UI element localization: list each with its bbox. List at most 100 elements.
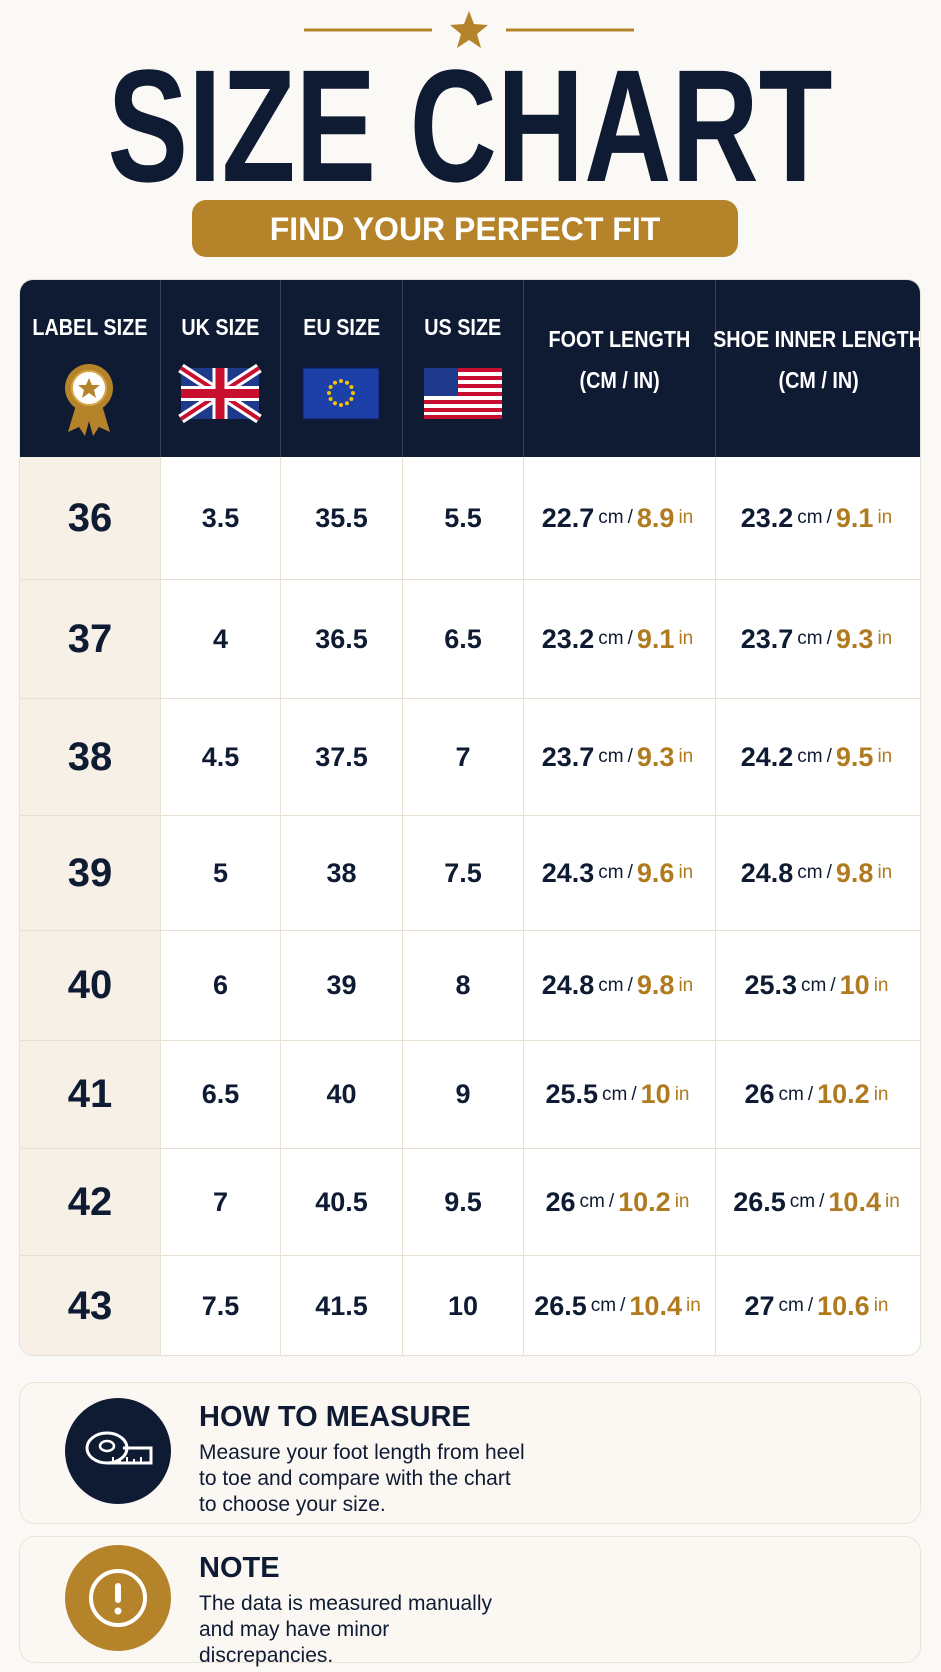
size-value: 7.5 [201, 1290, 240, 1321]
in-unit: in [873, 1083, 889, 1105]
table-cell: 7.5 [403, 816, 524, 931]
cm-unit: cm [801, 974, 827, 996]
separator: / [826, 507, 832, 528]
in-value: 10.2 [618, 1186, 671, 1217]
size-value: 6.5 [444, 623, 482, 654]
cm-unit: cm [598, 628, 624, 649]
separator: / [826, 746, 832, 767]
subtitle: FIND YOUR PERFECT FIT [270, 211, 661, 247]
size-value: 4 [212, 623, 229, 654]
size-value: 7 [455, 741, 471, 772]
table-cell: 40 [20, 931, 161, 1041]
table-cell: 6.5 [161, 1041, 281, 1149]
in-value: 10.2 [817, 1079, 870, 1109]
separator: / [819, 1191, 825, 1212]
in-value: 8.9 [636, 502, 675, 533]
separator: / [627, 746, 633, 767]
in-value: 9.1 [636, 623, 675, 654]
note-content: NOTE The data is measured manually and m… [199, 1552, 529, 1669]
size-value: 4.5 [201, 741, 240, 772]
table-cell: 39 [20, 816, 161, 931]
size-value: 36.5 [315, 623, 368, 654]
size-value: 35.5 [315, 502, 368, 533]
cm-value: 26 [744, 1079, 775, 1109]
table-cell: 4 [161, 580, 281, 699]
header-cell: US SIZE [403, 280, 524, 457]
label-size: 39 [67, 850, 113, 895]
cm-unit: cm [797, 507, 823, 528]
cm-value: 23.2 [541, 623, 595, 654]
table-cell: 23.7 cm/9.3 in [524, 699, 716, 816]
table-cell: 6.5 [403, 580, 524, 699]
table-cell: 24.8 cm/9.8 in [716, 816, 920, 931]
size-value: 3.5 [201, 502, 240, 533]
label-size: 36 [67, 495, 113, 540]
in-value: 9.5 [835, 741, 874, 772]
cm-value: 23.2 [740, 502, 794, 533]
header-graphic: SIZE CHART FIND YOUR PERFECT FIT [108, 11, 833, 257]
separator: / [807, 1295, 814, 1316]
table-cell: 27 cm/10.6 in [716, 1256, 920, 1355]
cm-value: 27 [744, 1290, 775, 1321]
column-title: FOOT LENGTH [548, 326, 691, 352]
table-cell: 8 [403, 931, 524, 1041]
table-cell: 37.5 [281, 699, 403, 816]
size-value: 6.5 [201, 1079, 240, 1109]
size-value: 8 [455, 970, 471, 1000]
table-cell: 40.5 [281, 1149, 403, 1256]
cm-unit: cm [778, 1083, 804, 1105]
table-cell: 25.3 cm/10 in [716, 931, 920, 1041]
label-size: 41 [67, 1072, 113, 1116]
table-cell: 9.5 [403, 1149, 524, 1256]
size-value: 7 [212, 1186, 229, 1217]
cm-value: 22.7 [541, 502, 595, 533]
in-value: 10 [640, 1079, 671, 1109]
in-unit: in [877, 628, 893, 649]
in-unit: in [884, 1191, 900, 1212]
cm-unit: cm [579, 1191, 605, 1212]
header-cell: LABEL SIZE [20, 280, 161, 457]
header-cell: FOOT LENGTH (CM / IN) [524, 280, 716, 457]
column-title: US SIZE [424, 314, 502, 340]
table-cell: 24.2 cm/9.5 in [716, 699, 920, 816]
cm-value: 26 [545, 1186, 576, 1217]
header-cell: EU SIZE [281, 280, 403, 457]
cm-unit: cm [598, 862, 624, 883]
table-cell: 26 cm/10.2 in [716, 1041, 920, 1149]
separator: / [627, 862, 633, 883]
in-unit: in [877, 862, 893, 883]
size-table: LABEL SIZE UK SIZE EU SIZE US SIZE FOOT LENG… [19, 279, 921, 1356]
separator: / [627, 507, 633, 528]
label-size: 42 [67, 1179, 113, 1224]
table-cell: 25.5 cm/10 in [524, 1041, 716, 1149]
table-cell: 26 cm/10.2 in [524, 1149, 716, 1256]
table-cell: 3.5 [161, 457, 281, 580]
label-size: 38 [67, 734, 113, 779]
in-unit: in [674, 1083, 690, 1105]
cm-unit: cm [598, 974, 624, 996]
cm-unit: cm [797, 628, 823, 649]
measure-box: HOW TO MEASURE Measure your foot length … [19, 1382, 921, 1524]
cm-value: 24.2 [740, 741, 794, 772]
size-value: 9.5 [444, 1186, 482, 1217]
column-title: EU SIZE [303, 314, 380, 340]
table-cell: 35.5 [281, 457, 403, 580]
in-value: 9.6 [636, 857, 675, 888]
table-cell: 41 [20, 1041, 161, 1149]
table-cell: 5.5 [403, 457, 524, 580]
table-cell: 36.5 [281, 580, 403, 699]
table-cell: 7 [403, 699, 524, 816]
in-value: 10 [839, 970, 870, 1000]
separator: / [830, 974, 836, 996]
table-cell: 26.5 cm/10.4 in [716, 1149, 920, 1256]
size-value: 40 [326, 1079, 357, 1109]
warning-icon [65, 1545, 171, 1651]
size-value: 10 [447, 1290, 479, 1321]
label-size: 43 [67, 1283, 113, 1328]
column-title: SHOE INNER LENGTH [713, 326, 921, 352]
in-unit: in [873, 974, 889, 996]
measure-text: Measure your foot length from heel to to… [199, 1441, 525, 1516]
cm-value: 25.5 [545, 1079, 599, 1109]
in-unit: in [873, 1295, 889, 1316]
table-cell: 4.5 [161, 699, 281, 816]
